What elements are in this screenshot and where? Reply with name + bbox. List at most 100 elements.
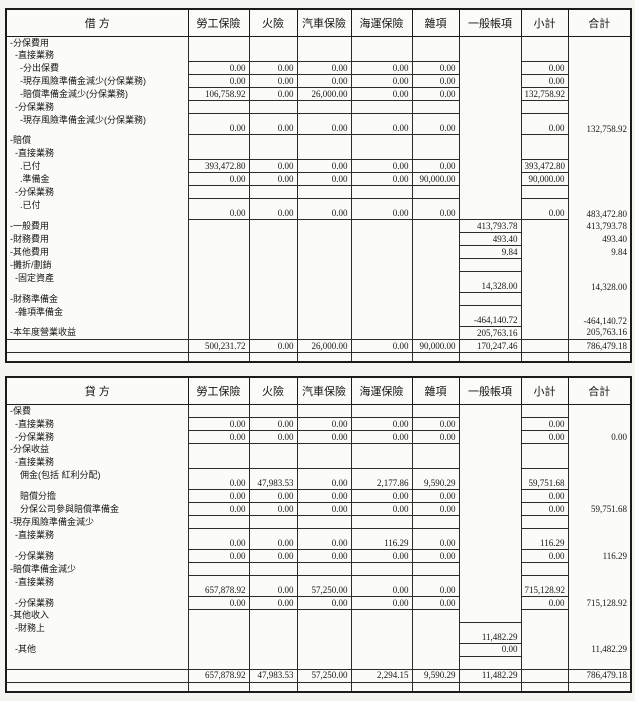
value-cell [411,404,459,418]
header-row: 貸 方 勞工保險 火險 汽車保險 海運保險 雜項 一般帳項 小計 合計 [5,376,632,405]
table-row: -固定資產 14,328.00 14,328.00 [6,271,631,293]
subtotal-cell: 0.00 [520,198,568,220]
value-cell [296,49,351,62]
credit-table-body: -保費 -直接業務 0.00 0.00 0.00 0.00 0.00 0.00 -分保業務 0.0… [6,404,631,692]
debit-table-body: -分保費用 -直接業務 -分出保費 0.00 0.00 0.00 0.00 0.00 0.00-… [6,36,631,362]
general-cell [458,456,521,469]
value-cell: 0.00 [187,528,249,550]
subtotal-cell [520,147,568,160]
row-label: -分保收益 [6,443,189,456]
value-cell [411,219,459,233]
value-cell [411,326,459,340]
column-header: 海運保險 [350,376,413,405]
general-cell [458,596,521,610]
value-cell: 0.00 [248,159,297,173]
value-cell [248,656,297,669]
value-cell: 0.00 [411,198,459,220]
value-cell [350,515,412,529]
row-label: -財務準備金 [6,292,189,306]
column-header: 小計 [520,376,569,405]
value-cell [296,292,351,306]
row-label: -賠償準備金減少(分保業務) [6,87,189,101]
value-cell: 0.00 [187,172,249,186]
value-cell: 0.00 [187,596,249,610]
value-cell [411,36,459,49]
total-cell [567,528,631,550]
value-cell [411,443,459,456]
value-cell [350,562,412,576]
table-row: -現存風險準備金減少 [6,515,631,529]
value-cell [187,36,249,49]
value-cell [411,656,459,669]
value-cell: 0.00 [350,549,412,563]
value-cell: 0.00 [411,489,459,503]
column-header: 一般帳項 [458,376,522,405]
spacer-row [6,352,631,362]
value-cell [411,515,459,529]
value-cell [187,147,249,160]
value-cell: 0.00 [248,74,297,88]
value-cell [411,185,459,199]
value-cell: 0.00 [187,549,249,563]
value-cell: 0.00 [248,339,297,353]
value-cell: 0.00 [248,575,297,597]
total-cell: 483,472.80 [567,198,631,220]
total-cell: 132,758.92 [567,113,631,135]
value-cell [350,271,412,293]
general-cell [458,609,521,622]
value-cell: 0.00 [350,417,412,431]
total-cell: 14,328.00 [567,271,631,293]
column-header: 雜項 [411,8,460,37]
column-header: 合計 [567,8,632,37]
general-cell [458,443,521,456]
value-cell: 90,000.00 [411,339,459,353]
value-cell: 116.29 [350,528,412,550]
table-row: -攤折/劃銷 [6,258,631,272]
row-label: -分保業務 [6,430,189,444]
value-cell [350,609,412,622]
value-cell [248,36,297,49]
total-cell: 786,479.18 [567,668,631,683]
value-cell [296,258,351,272]
subtotal-cell: 132,758.92 [520,87,568,101]
total-cell: 0.00 [567,430,631,444]
row-label: 賠償分擔 [6,489,189,503]
subtotal-cell: 393,472.80 [520,159,568,173]
table-row [6,655,631,670]
row-label: -分出保費 [6,61,189,75]
column-header: 汽車保險 [296,8,352,37]
value-cell [187,49,249,62]
row-label: -直接業務 [6,49,189,62]
value-cell: 9,590.29 [411,468,459,490]
column-header: 雜項 [411,376,460,405]
value-cell [296,643,351,656]
table-row: -分保業務 0.00 0.00 0.00 0.00 0.00 0.00 715,128.92 [6,596,631,610]
general-cell [458,575,521,597]
total-cell [567,36,631,49]
value-cell: 0.00 [411,113,459,135]
value-cell [296,232,351,246]
value-cell: 57,250.00 [296,668,351,683]
value-cell [248,562,297,576]
value-cell: 0.00 [248,528,297,550]
value-cell [350,232,412,246]
value-cell: 393,472.80 [187,159,249,173]
subtotal-cell: 0.00 [520,502,568,516]
subtotal-cell [520,515,568,529]
subtotal-cell [520,305,568,327]
total-cell [567,292,631,306]
value-cell [296,36,351,49]
row-label: -分保業務 [6,596,189,610]
value-cell: 0.00 [296,61,351,75]
value-cell [248,219,297,233]
table-row: -一般費用 413,793.78 413,793.78 [6,219,631,233]
value-cell [350,443,412,456]
value-cell [248,185,297,199]
table-row: -分保業務 0.00 0.00 0.00 0.00 0.00 0.00 0.00 [6,430,631,444]
value-cell: 0.00 [296,549,351,563]
value-cell [187,562,249,576]
value-cell [411,292,459,306]
value-cell: 0.00 [187,430,249,444]
table-row: -其他收入 [6,609,631,622]
value-cell [248,232,297,246]
